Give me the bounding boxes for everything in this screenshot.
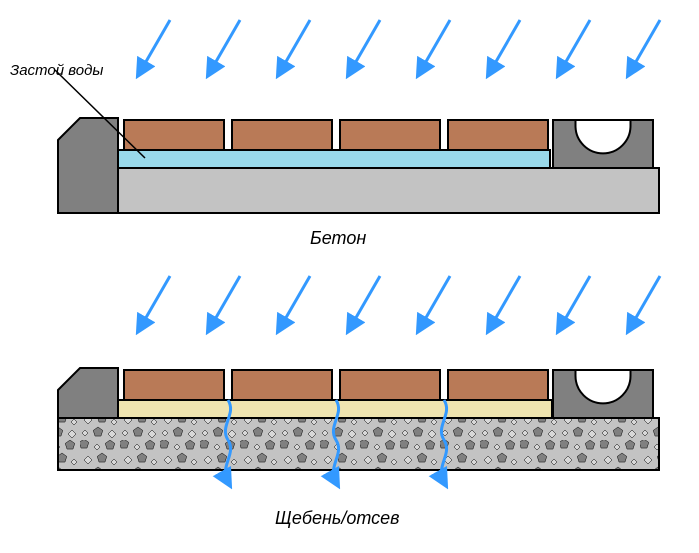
rain-arrow: [630, 276, 660, 328]
rain-arrow: [210, 20, 240, 72]
paver-brick: [448, 370, 548, 400]
rain-arrow: [140, 20, 170, 72]
rain-arrow: [490, 276, 520, 328]
paver-brick: [340, 120, 440, 150]
annotation-label: Застой воды: [10, 62, 103, 79]
rain-arrow: [560, 20, 590, 72]
paver-brick: [232, 370, 332, 400]
rain-arrow: [420, 20, 450, 72]
paver-brick: [124, 370, 224, 400]
bottom-title: Щебень/отсев: [275, 508, 400, 529]
rain-arrow: [280, 20, 310, 72]
top-title: Бетон: [310, 228, 366, 249]
stagnant-water: [117, 150, 550, 168]
gravel-base: [58, 418, 659, 470]
diagram-canvas: [0, 0, 699, 553]
rain-arrow: [490, 20, 520, 72]
rain-arrow: [420, 276, 450, 328]
paver-brick: [340, 370, 440, 400]
sand-bedding: [117, 400, 552, 418]
rain-arrow: [350, 20, 380, 72]
paver-brick: [124, 120, 224, 150]
curb-left: [58, 118, 118, 213]
rain-arrow: [350, 276, 380, 328]
paver-brick: [448, 120, 548, 150]
rain-arrow: [140, 276, 170, 328]
rain-arrow: [210, 276, 240, 328]
concrete-base: [58, 168, 659, 213]
rain-arrow: [560, 276, 590, 328]
curb-left: [58, 368, 118, 418]
rain-arrow: [280, 276, 310, 328]
paver-brick: [232, 120, 332, 150]
rain-arrow: [630, 20, 660, 72]
